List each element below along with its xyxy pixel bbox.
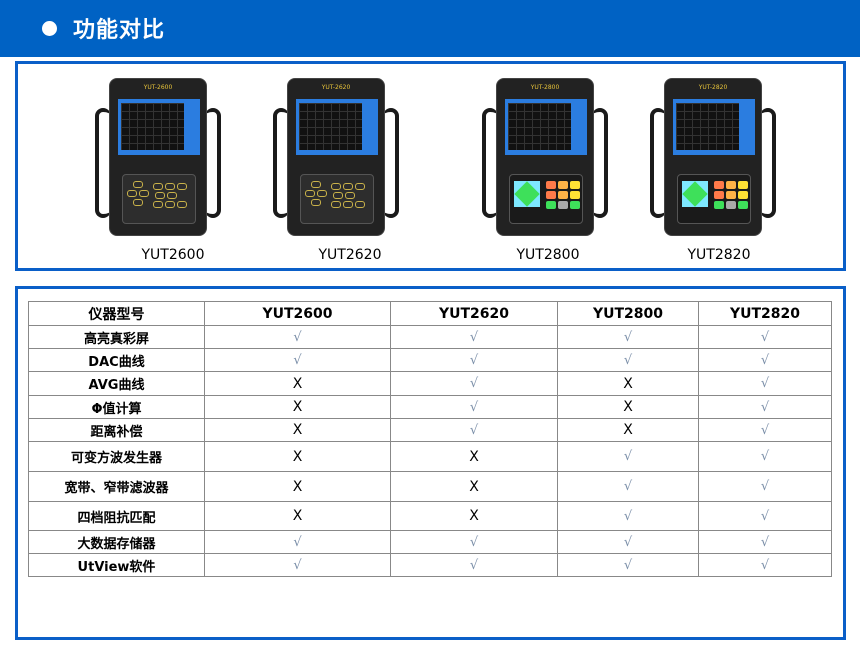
check-mark: √ (204, 348, 391, 372)
column-header: YUT2800 (557, 301, 699, 326)
product-caption: YUT2820 (687, 247, 751, 263)
check-mark: √ (698, 348, 832, 372)
device-keypad (122, 174, 196, 224)
device-brand: YUT-2820 (698, 84, 728, 91)
check-mark: √ (698, 553, 832, 577)
product-caption: YUT2600 (141, 247, 205, 263)
device-image: YUT-2800 (482, 78, 608, 236)
feature-name: 高亮真彩屏 (28, 325, 205, 349)
cross-mark: X (204, 371, 391, 396)
table-row: 宽带、窄带滤波器 X X √ √ (28, 471, 832, 502)
check-mark: √ (390, 395, 558, 419)
cross-mark: X (390, 471, 558, 502)
device-keypad (300, 174, 374, 224)
feature-name: 可变方波发生器 (28, 441, 205, 472)
check-mark: √ (557, 325, 699, 349)
device-keypad (509, 174, 583, 224)
feature-name: 距离补偿 (28, 418, 205, 442)
check-mark: √ (698, 441, 832, 472)
cross-mark: X (204, 441, 391, 472)
cross-mark: X (390, 501, 558, 531)
column-header: YUT2620 (390, 301, 558, 326)
device-brand: YUT-2600 (143, 84, 173, 91)
check-mark: √ (698, 501, 832, 531)
check-mark: √ (557, 501, 699, 531)
table-row: UtView软件 √ √ √ √ (28, 553, 832, 577)
comparison-table: 仪器型号 YUT2600 YUT2620 YUT2800 YUT2820 高亮真彩屏 √ √ √… (28, 301, 832, 577)
column-header: YUT2820 (698, 301, 832, 326)
check-mark: √ (390, 348, 558, 372)
table-row: AVG曲线 X √ X √ (28, 371, 832, 396)
check-mark: √ (698, 418, 832, 442)
check-mark: √ (390, 530, 558, 554)
check-mark: √ (390, 325, 558, 349)
feature-name: DAC曲线 (28, 348, 205, 372)
cross-mark: X (390, 441, 558, 472)
check-mark: √ (698, 471, 832, 502)
product-images-panel: YUT-2600 YUT2600 YUT-2620 YUT2620 YUT-28… (15, 61, 846, 271)
product-caption: YUT2800 (516, 247, 580, 263)
cross-mark: X (204, 395, 391, 419)
device-image: YUT-2620 (273, 78, 399, 236)
check-mark: √ (204, 325, 391, 349)
check-mark: √ (557, 471, 699, 502)
table-row: 距离补偿 X √ X √ (28, 418, 832, 442)
device-image: YUT-2820 (650, 78, 776, 236)
check-mark: √ (390, 553, 558, 577)
device-screen (505, 99, 587, 155)
cross-mark: X (204, 501, 391, 531)
feature-name: UtView软件 (28, 553, 205, 577)
check-mark: √ (557, 348, 699, 372)
table-row: 大数据存储器 √ √ √ √ (28, 530, 832, 554)
table-header-row: 仪器型号 YUT2600 YUT2620 YUT2800 YUT2820 (28, 301, 832, 326)
table-row: DAC曲线 √ √ √ √ (28, 348, 832, 372)
cross-mark: X (204, 471, 391, 502)
check-mark: √ (204, 553, 391, 577)
feature-name: 宽带、窄带滤波器 (28, 471, 205, 502)
cross-mark: X (204, 418, 391, 442)
cross-mark: X (557, 395, 699, 419)
feature-name: 大数据存储器 (28, 530, 205, 554)
product-caption: YUT2620 (318, 247, 382, 263)
table-row: 可变方波发生器 X X √ √ (28, 441, 832, 472)
comparison-panel: 仪器型号 YUT2600 YUT2620 YUT2800 YUT2820 高亮真彩屏 √ √ √… (15, 286, 846, 640)
table-row: 高亮真彩屏 √ √ √ √ (28, 325, 832, 349)
check-mark: √ (390, 371, 558, 396)
feature-name: Φ值计算 (28, 395, 205, 419)
table-row: 四档阻抗匹配 X X √ √ (28, 501, 832, 531)
check-mark: √ (557, 553, 699, 577)
device-screen (673, 99, 755, 155)
device-image: YUT-2600 (95, 78, 221, 236)
cross-mark: X (557, 371, 699, 396)
check-mark: √ (698, 325, 832, 349)
check-mark: √ (698, 530, 832, 554)
section-title: 功能对比 (73, 18, 166, 43)
device-keypad (677, 174, 751, 224)
device-screen (118, 99, 200, 155)
column-header: YUT2600 (204, 301, 391, 326)
device-brand: YUT-2620 (321, 84, 351, 91)
feature-name: AVG曲线 (28, 371, 205, 396)
device-screen (296, 99, 378, 155)
cross-mark: X (557, 418, 699, 442)
section-header: 功能对比 (0, 0, 860, 57)
check-mark: √ (557, 441, 699, 472)
feature-name: 四档阻抗匹配 (28, 501, 205, 531)
column-header: 仪器型号 (28, 301, 205, 326)
bullet-icon (42, 21, 57, 36)
table-row: Φ值计算 X √ X √ (28, 395, 832, 419)
check-mark: √ (698, 371, 832, 396)
check-mark: √ (557, 530, 699, 554)
check-mark: √ (698, 395, 832, 419)
check-mark: √ (390, 418, 558, 442)
check-mark: √ (204, 530, 391, 554)
device-brand: YUT-2800 (530, 84, 560, 91)
